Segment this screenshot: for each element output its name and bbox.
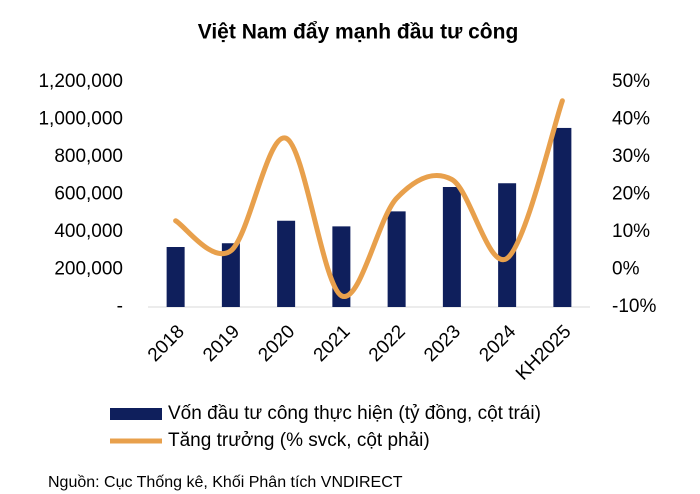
y2-tick-label: -10%: [612, 296, 656, 317]
x-tick-label: 2018: [144, 321, 189, 366]
y2-tick-label: 0%: [612, 259, 640, 280]
bar: [498, 183, 517, 307]
y2-tick-label: 10%: [612, 221, 650, 242]
y-tick-label: 200,000: [54, 259, 123, 280]
bar: [277, 220, 296, 307]
y-tick-label: 1,000,000: [38, 109, 123, 130]
x-tick-label: 2020: [254, 321, 299, 366]
x-tick-label: 2021: [310, 321, 355, 366]
line: [173, 98, 565, 299]
y-tick-label: 600,000: [54, 184, 123, 205]
legend-swatch: [110, 408, 162, 420]
x-tick-label: 2023: [420, 321, 465, 366]
x-tick-label: 2024: [475, 321, 520, 366]
y-tick-label: 1,200,000: [38, 71, 123, 92]
y-tick-label: -: [117, 296, 123, 317]
x-tick-label: 2022: [365, 321, 410, 366]
y-tick-label: 800,000: [54, 146, 123, 167]
legend-label: Vốn đầu tư công thực hiện (tỷ đồng, cột …: [168, 403, 541, 424]
legend-label: Tăng trưởng (% svck, cột phải): [168, 430, 430, 451]
bar: [442, 187, 461, 307]
bar: [553, 127, 572, 307]
x-tick-label: 2019: [199, 321, 244, 366]
y-tick-label: 400,000: [54, 221, 123, 242]
bar: [221, 243, 240, 307]
bar: [387, 211, 406, 307]
y2-tick-label: 40%: [612, 109, 650, 130]
chart-title: Việt Nam đẩy mạnh đầu tư công: [198, 21, 519, 44]
x-tick-label: KH2025: [512, 321, 575, 384]
y2-tick-label: 30%: [612, 146, 650, 167]
source: Nguồn: Cục Thống kê, Khối Phân tích VNDI…: [48, 474, 403, 491]
y2-tick-label: 20%: [612, 184, 650, 205]
bar: [166, 247, 185, 307]
y2-tick-label: 50%: [612, 71, 650, 92]
